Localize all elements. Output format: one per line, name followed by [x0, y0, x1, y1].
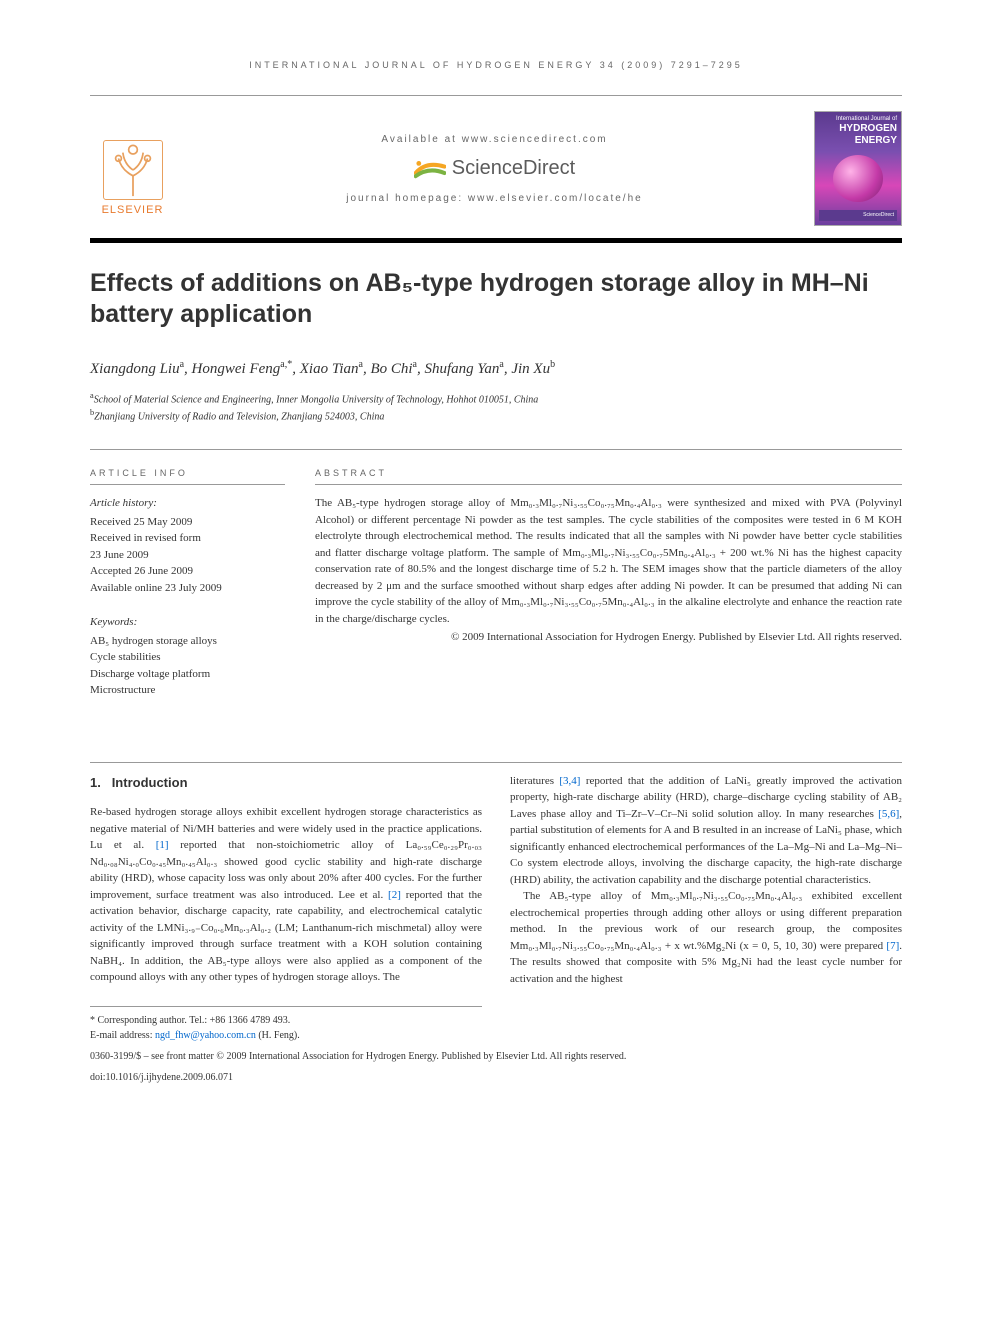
history-accepted: Accepted 26 June 2009 — [90, 563, 285, 580]
keyword-2: Cycle stabilities — [90, 649, 285, 666]
keyword-3: Discharge voltage platform — [90, 666, 285, 683]
sciencedirect-logo: ScienceDirect — [414, 157, 575, 181]
body-column-right: literatures [3,4] reported that the addi… — [510, 773, 902, 1043]
footnotes: * Corresponding author. Tel.: +86 1366 4… — [90, 1006, 482, 1043]
history-label: Article history: — [90, 495, 285, 512]
article-title: Effects of additions on AB₅-type hydroge… — [90, 268, 902, 331]
keyword-4: Microstructure — [90, 682, 285, 699]
history-online: Available online 23 July 2009 — [90, 580, 285, 597]
elsevier-logo: ELSEVIER — [90, 121, 175, 216]
article-history: Article history: Received 25 May 2009 Re… — [90, 495, 285, 596]
abstract-heading: ABSTRACT — [315, 468, 902, 485]
author-email-link[interactable]: ngd_fhw@yahoo.com.cn — [155, 1030, 256, 1041]
email-line: E-mail address: ngd_fhw@yahoo.com.cn (H.… — [90, 1028, 482, 1043]
front-matter-line: 0360-3199/$ – see front matter © 2009 In… — [90, 1049, 902, 1064]
intro-paragraph-1: Re-based hydrogen storage alloys exhibit… — [90, 804, 482, 986]
body-columns: 1. Introduction Re-based hydrogen storag… — [90, 773, 902, 1043]
ref-link[interactable]: [3,4] — [559, 775, 580, 787]
ref-link[interactable]: [2] — [388, 889, 401, 901]
abstract-text: The AB₅-type hydrogen storage alloy of M… — [315, 495, 902, 627]
cover-globe-icon — [833, 155, 883, 202]
corresponding-author: * Corresponding author. Tel.: +86 1366 4… — [90, 1013, 482, 1028]
running-header: INTERNATIONAL JOURNAL OF HYDROGEN ENERGY… — [90, 60, 902, 70]
article-info-sidebar: ARTICLE INFO Article history: Received 2… — [90, 468, 285, 717]
affiliations: aSchool of Material Science and Engineer… — [90, 390, 902, 425]
masthead: ELSEVIER Available at www.sciencedirect.… — [90, 95, 902, 243]
body-column-left: 1. Introduction Re-based hydrogen storag… — [90, 773, 482, 1043]
article-info-heading: ARTICLE INFO — [90, 468, 285, 485]
cover-footer: ScienceDirect — [819, 210, 897, 221]
journal-homepage: journal homepage: www.elsevier.com/locat… — [346, 193, 642, 204]
journal-cover-thumbnail: International Journal of HYDROGEN ENERGY… — [814, 111, 902, 226]
intro-paragraph-1-cont: literatures [3,4] reported that the addi… — [510, 773, 902, 889]
abstract-copyright: © 2009 International Association for Hyd… — [315, 631, 902, 643]
affiliation-a: aSchool of Material Science and Engineer… — [90, 390, 902, 407]
affiliation-b: bZhanjiang University of Radio and Telev… — [90, 407, 902, 424]
doi-line: doi:10.1016/j.ijhydene.2009.06.071 — [90, 1070, 902, 1085]
elsevier-name: ELSEVIER — [102, 204, 164, 216]
sciencedirect-text: ScienceDirect — [452, 157, 575, 180]
keyword-1: AB₅ hydrogen storage alloys — [90, 633, 285, 650]
info-abstract-row: ARTICLE INFO Article history: Received 2… — [90, 449, 902, 717]
cover-footer-sd: ScienceDirect — [863, 212, 894, 218]
history-revised1: Received in revised form — [90, 530, 285, 547]
masthead-center: Available at www.sciencedirect.com Scien… — [175, 134, 814, 204]
cover-title: International Journal of HYDROGEN ENERGY — [819, 116, 897, 147]
abstract-column: ABSTRACT The AB₅-type hydrogen storage a… — [315, 468, 902, 717]
section-1-heading: 1. Introduction — [90, 773, 482, 793]
ref-link[interactable]: [7] — [886, 940, 899, 952]
ref-link[interactable]: [1] — [156, 839, 169, 851]
keywords-block: Keywords: AB₅ hydrogen storage alloys Cy… — [90, 614, 285, 699]
history-revised2: 23 June 2009 — [90, 547, 285, 564]
divider — [90, 762, 902, 763]
elsevier-tree-icon — [103, 140, 163, 200]
intro-paragraph-2: The AB₅-type alloy of Mm₀.₃Ml₀.₇Ni₃.₅₅Co… — [510, 888, 902, 987]
keywords-label: Keywords: — [90, 614, 285, 631]
available-at: Available at www.sciencedirect.com — [381, 134, 607, 145]
ref-link[interactable]: [5,6] — [878, 808, 899, 820]
history-received: Received 25 May 2009 — [90, 514, 285, 531]
authors: Xiangdong Liua, Hongwei Fenga,*, Xiao Ti… — [90, 359, 902, 378]
sciencedirect-swoosh-icon — [414, 157, 446, 181]
